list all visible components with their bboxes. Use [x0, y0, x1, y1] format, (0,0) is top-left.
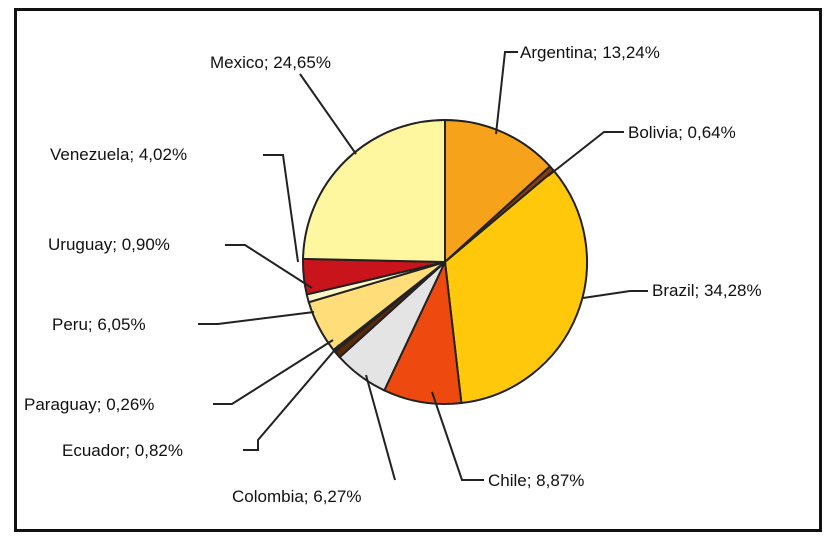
data-label-venezuela: Venezuela; 4,02% — [50, 145, 187, 164]
data-label-uruguay: Uruguay; 0,90% — [48, 235, 170, 254]
data-label-chile: Chile; 8,87% — [488, 471, 584, 490]
pie-slice-argentina — [444, 118, 552, 265]
leader-line-venezuela — [263, 154, 299, 263]
leader-line-argentina — [495, 51, 518, 135]
data-label-brazil: Brazil; 34,28% — [652, 281, 762, 300]
data-label-paraguay: Paraguay; 0,26% — [24, 395, 154, 414]
data-label-colombia: Colombia; 6,27% — [232, 487, 361, 506]
leader-line-colombia — [365, 374, 396, 481]
leader-line-paraguay — [213, 339, 334, 405]
pie-slice-brazil — [443, 169, 589, 405]
leader-line-chile — [431, 391, 484, 481]
data-label-mexico: Mexico; 24,65% — [210, 53, 331, 72]
data-label-peru: Peru; 6,05% — [52, 315, 146, 334]
data-label-bolivia: Bolivia; 0,64% — [628, 123, 736, 142]
data-label-ecuador: Ecuador; 0,82% — [62, 441, 183, 460]
leader-line-peru — [198, 311, 315, 325]
leader-line-ecuador — [243, 344, 340, 451]
data-label-argentina: Argentina; 13,24% — [520, 43, 660, 62]
leader-line-brazil — [582, 290, 648, 299]
leader-line-uruguay — [225, 244, 313, 289]
pie-slice-mexico — [302, 118, 446, 264]
leader-line-mexico — [299, 73, 357, 155]
leader-line-bolivia — [547, 131, 624, 177]
